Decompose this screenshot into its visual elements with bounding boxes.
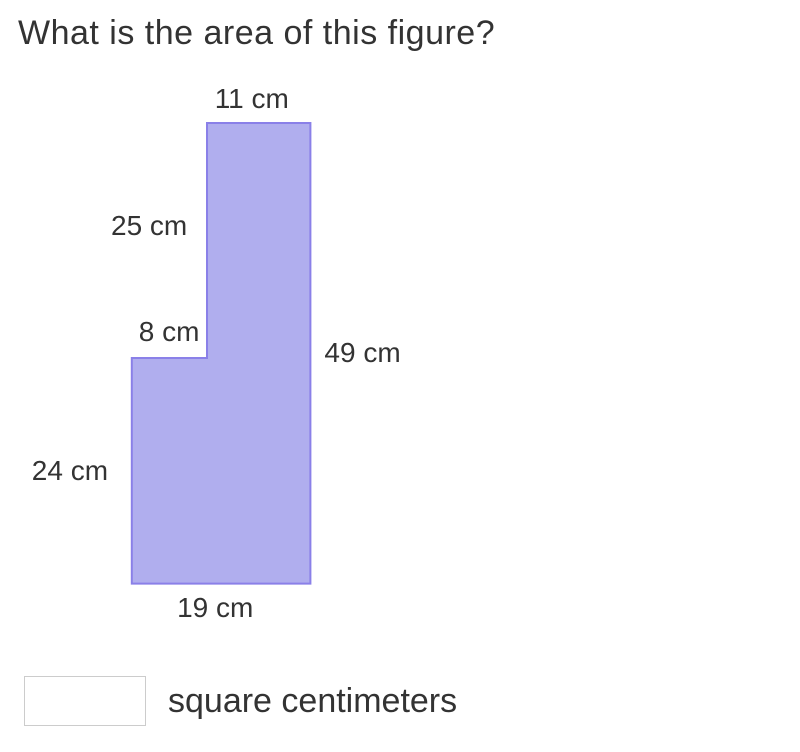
dimension-lower-left: 24 cm	[32, 455, 108, 487]
dimension-right: 49 cm	[324, 337, 400, 369]
dimension-bottom: 19 cm	[177, 592, 253, 624]
answer-input[interactable]	[24, 676, 146, 726]
composite-shape	[132, 123, 311, 584]
question-text: What is the area of this figure?	[18, 14, 495, 53]
figure-container: 11 cm 25 cm 8 cm 49 cm 24 cm 19 cm	[0, 75, 800, 635]
dimension-upper-left: 25 cm	[111, 210, 187, 242]
answer-row: square centimeters	[24, 676, 457, 726]
dimension-notch: 8 cm	[139, 316, 200, 348]
dimension-top: 11 cm	[215, 83, 289, 115]
answer-unit: square centimeters	[168, 682, 457, 721]
